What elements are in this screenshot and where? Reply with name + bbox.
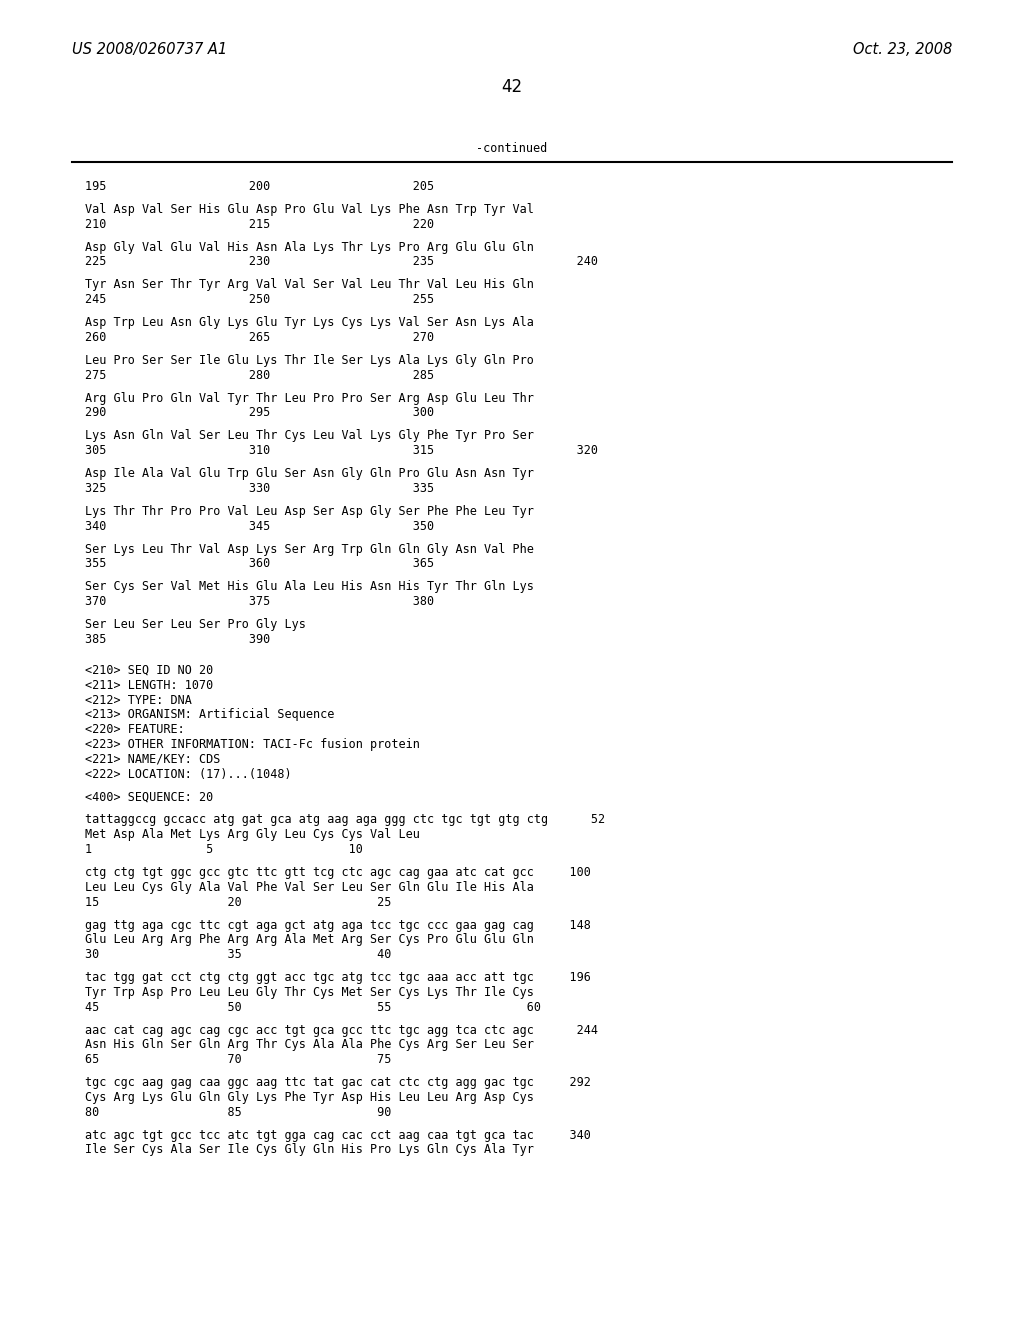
Text: 325                    330                    335: 325 330 335 (85, 482, 434, 495)
Text: <222> LOCATION: (17)...(1048): <222> LOCATION: (17)...(1048) (85, 767, 292, 780)
Text: Asp Trp Leu Asn Gly Lys Glu Tyr Lys Cys Lys Val Ser Asn Lys Ala: Asp Trp Leu Asn Gly Lys Glu Tyr Lys Cys … (85, 317, 534, 329)
Text: Leu Pro Ser Ser Ile Glu Lys Thr Ile Ser Lys Ala Lys Gly Gln Pro: Leu Pro Ser Ser Ile Glu Lys Thr Ile Ser … (85, 354, 534, 367)
Text: aac cat cag agc cag cgc acc tgt gca gcc ttc tgc agg tca ctc agc      244: aac cat cag agc cag cgc acc tgt gca gcc … (85, 1023, 598, 1036)
Text: Oct. 23, 2008: Oct. 23, 2008 (853, 42, 952, 57)
Text: 80                  85                   90: 80 85 90 (85, 1106, 391, 1119)
Text: -continued: -continued (476, 143, 548, 154)
Text: 15                  20                   25: 15 20 25 (85, 895, 391, 908)
Text: Leu Leu Cys Gly Ala Val Phe Val Ser Leu Ser Gln Glu Ile His Ala: Leu Leu Cys Gly Ala Val Phe Val Ser Leu … (85, 880, 534, 894)
Text: tgc cgc aag gag caa ggc aag ttc tat gac cat ctc ctg agg gac tgc     292: tgc cgc aag gag caa ggc aag ttc tat gac … (85, 1076, 591, 1089)
Text: <213> ORGANISM: Artificial Sequence: <213> ORGANISM: Artificial Sequence (85, 709, 335, 721)
Text: Glu Leu Arg Arg Phe Arg Arg Ala Met Arg Ser Cys Pro Glu Glu Gln: Glu Leu Arg Arg Phe Arg Arg Ala Met Arg … (85, 933, 534, 946)
Text: Lys Asn Gln Val Ser Leu Thr Cys Leu Val Lys Gly Phe Tyr Pro Ser: Lys Asn Gln Val Ser Leu Thr Cys Leu Val … (85, 429, 534, 442)
Text: tattaggccg gccacc atg gat gca atg aag aga ggg ctc tgc tgt gtg ctg      52: tattaggccg gccacc atg gat gca atg aag ag… (85, 813, 605, 826)
Text: 355                    360                    365: 355 360 365 (85, 557, 434, 570)
Text: 225                    230                    235                    240: 225 230 235 240 (85, 256, 598, 268)
Text: Asp Ile Ala Val Glu Trp Glu Ser Asn Gly Gln Pro Glu Asn Asn Tyr: Asp Ile Ala Val Glu Trp Glu Ser Asn Gly … (85, 467, 534, 480)
Text: tac tgg gat cct ctg ctg ggt acc tgc atg tcc tgc aaa acc att tgc     196: tac tgg gat cct ctg ctg ggt acc tgc atg … (85, 972, 591, 983)
Text: 290                    295                    300: 290 295 300 (85, 407, 434, 420)
Text: 1                5                   10: 1 5 10 (85, 843, 362, 857)
Text: 30                  35                   40: 30 35 40 (85, 948, 391, 961)
Text: US 2008/0260737 A1: US 2008/0260737 A1 (72, 42, 227, 57)
Text: <211> LENGTH: 1070: <211> LENGTH: 1070 (85, 678, 213, 692)
Text: Tyr Trp Asp Pro Leu Leu Gly Thr Cys Met Ser Cys Lys Thr Ile Cys: Tyr Trp Asp Pro Leu Leu Gly Thr Cys Met … (85, 986, 534, 999)
Text: atc agc tgt gcc tcc atc tgt gga cag cac cct aag caa tgt gca tac     340: atc agc tgt gcc tcc atc tgt gga cag cac … (85, 1129, 591, 1142)
Text: 305                    310                    315                    320: 305 310 315 320 (85, 444, 598, 457)
Text: 65                  70                   75: 65 70 75 (85, 1053, 391, 1067)
Text: 45                  50                   55                   60: 45 50 55 60 (85, 1001, 541, 1014)
Text: Ser Lys Leu Thr Val Asp Lys Ser Arg Trp Gln Gln Gly Asn Val Phe: Ser Lys Leu Thr Val Asp Lys Ser Arg Trp … (85, 543, 534, 556)
Text: 370                    375                    380: 370 375 380 (85, 595, 434, 609)
Text: 385                    390: 385 390 (85, 632, 270, 645)
Text: 195                    200                    205: 195 200 205 (85, 180, 434, 193)
Text: Ser Leu Ser Leu Ser Pro Gly Lys: Ser Leu Ser Leu Ser Pro Gly Lys (85, 618, 306, 631)
Text: ctg ctg tgt ggc gcc gtc ttc gtt tcg ctc agc cag gaa atc cat gcc     100: ctg ctg tgt ggc gcc gtc ttc gtt tcg ctc … (85, 866, 591, 879)
Text: 245                    250                    255: 245 250 255 (85, 293, 434, 306)
Text: 210                    215                    220: 210 215 220 (85, 218, 434, 231)
Text: <212> TYPE: DNA: <212> TYPE: DNA (85, 693, 191, 706)
Text: Met Asp Ala Met Lys Arg Gly Leu Cys Cys Val Leu: Met Asp Ala Met Lys Arg Gly Leu Cys Cys … (85, 828, 420, 841)
Text: <223> OTHER INFORMATION: TACI-Fc fusion protein: <223> OTHER INFORMATION: TACI-Fc fusion … (85, 738, 420, 751)
Text: Arg Glu Pro Gln Val Tyr Thr Leu Pro Pro Ser Arg Asp Glu Leu Thr: Arg Glu Pro Gln Val Tyr Thr Leu Pro Pro … (85, 392, 534, 405)
Text: Cys Arg Lys Glu Gln Gly Lys Phe Tyr Asp His Leu Leu Arg Asp Cys: Cys Arg Lys Glu Gln Gly Lys Phe Tyr Asp … (85, 1090, 534, 1104)
Text: 275                    280                    285: 275 280 285 (85, 368, 434, 381)
Text: <221> NAME/KEY: CDS: <221> NAME/KEY: CDS (85, 752, 220, 766)
Text: 42: 42 (502, 78, 522, 96)
Text: Asn His Gln Ser Gln Arg Thr Cys Ala Ala Phe Cys Arg Ser Leu Ser: Asn His Gln Ser Gln Arg Thr Cys Ala Ala … (85, 1039, 534, 1052)
Text: <220> FEATURE:: <220> FEATURE: (85, 723, 184, 737)
Text: 260                    265                    270: 260 265 270 (85, 331, 434, 345)
Text: 340                    345                    350: 340 345 350 (85, 520, 434, 533)
Text: Val Asp Val Ser His Glu Asp Pro Glu Val Lys Phe Asn Trp Tyr Val: Val Asp Val Ser His Glu Asp Pro Glu Val … (85, 203, 534, 216)
Text: Lys Thr Thr Pro Pro Val Leu Asp Ser Asp Gly Ser Phe Phe Leu Tyr: Lys Thr Thr Pro Pro Val Leu Asp Ser Asp … (85, 504, 534, 517)
Text: Tyr Asn Ser Thr Tyr Arg Val Val Ser Val Leu Thr Val Leu His Gln: Tyr Asn Ser Thr Tyr Arg Val Val Ser Val … (85, 279, 534, 292)
Text: Ile Ser Cys Ala Ser Ile Cys Gly Gln His Pro Lys Gln Cys Ala Tyr: Ile Ser Cys Ala Ser Ile Cys Gly Gln His … (85, 1143, 534, 1156)
Text: gag ttg aga cgc ttc cgt aga gct atg aga tcc tgc ccc gaa gag cag     148: gag ttg aga cgc ttc cgt aga gct atg aga … (85, 919, 591, 932)
Text: Asp Gly Val Glu Val His Asn Ala Lys Thr Lys Pro Arg Glu Glu Gln: Asp Gly Val Glu Val His Asn Ala Lys Thr … (85, 240, 534, 253)
Text: Ser Cys Ser Val Met His Glu Ala Leu His Asn His Tyr Thr Gln Lys: Ser Cys Ser Val Met His Glu Ala Leu His … (85, 581, 534, 594)
Text: <400> SEQUENCE: 20: <400> SEQUENCE: 20 (85, 791, 213, 804)
Text: <210> SEQ ID NO 20: <210> SEQ ID NO 20 (85, 664, 213, 677)
